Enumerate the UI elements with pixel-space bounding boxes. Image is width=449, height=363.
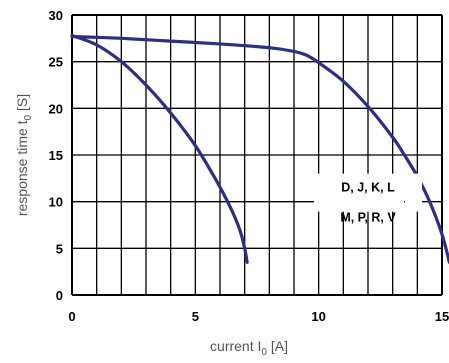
y-axis-label: response time t0 [S] [14,94,34,216]
y-tick-label: 0 [56,288,63,303]
x-axis-label-unit: [A] [267,338,288,354]
annotation-background [314,173,422,212]
series-line-2 [70,34,449,264]
x-tick-label: 5 [192,309,199,324]
y-axis-label-main: response time t [14,120,30,216]
annotation-line-2: M, P, R, V [340,211,396,225]
x-tick-label: 10 [311,309,325,324]
y-tick-label: 30 [49,8,63,23]
grid [71,14,443,296]
y-axis-label-subscript: 0 [23,114,34,120]
x-tick-label: 15 [435,309,449,324]
y-tick-label: 10 [49,195,63,210]
annotation: D, J, K, L M, P, R, V [314,173,422,225]
series-layer [70,33,449,264]
x-axis-label-subscript: 0 [261,347,267,358]
tick-labels: 0 5 10 15 20 25 30 0 5 10 15 [49,8,449,324]
series-line-1 [70,33,249,264]
x-axis-label-main: current I [210,338,261,354]
x-axis-label: current I0 [A] [210,338,288,358]
annotation-line-1: D, J, K, L [341,181,395,195]
y-axis-label-unit: [S] [14,94,30,115]
y-tick-label: 20 [49,101,63,116]
x-tick-label: 0 [68,309,75,324]
y-tick-label: 15 [49,148,63,163]
y-tick-label: 25 [49,55,63,70]
y-tick-label: 5 [56,241,63,256]
